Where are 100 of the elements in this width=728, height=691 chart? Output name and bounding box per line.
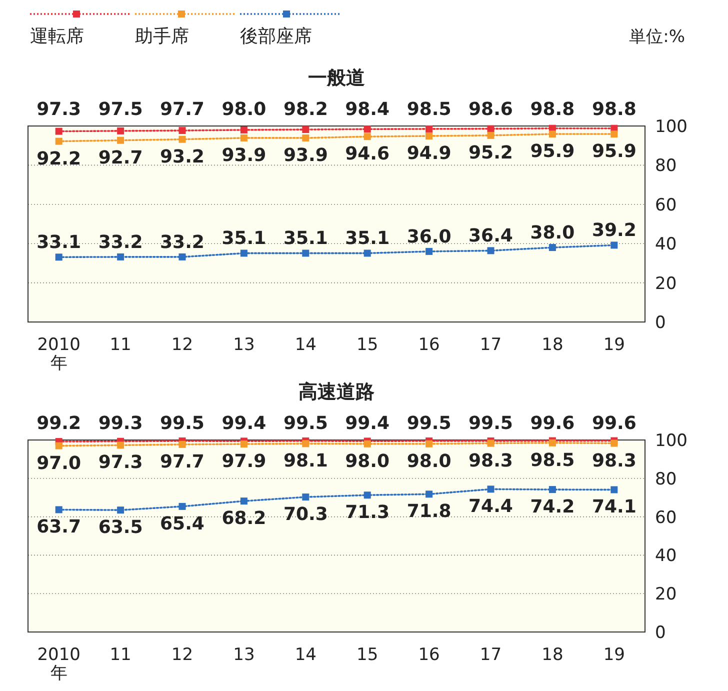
y-tick-label: 60 [655,195,677,216]
point [610,130,618,138]
data-label: 98.3 [468,450,513,472]
point [117,253,124,260]
data-label: 98.0 [406,450,452,472]
x-tick-label: 13 [233,335,255,355]
point [487,440,494,447]
point [487,125,494,132]
y-tick-label: 40 [655,234,677,255]
point [178,253,186,260]
text: 単位:% [629,27,685,47]
data-label: 99.2 [36,413,82,434]
y-tick-label: 100 [655,117,688,137]
chart-title: 一般道 [308,67,365,89]
data-label: 98.0 [222,99,266,120]
data-label: 98.0 [345,450,390,472]
point [302,494,310,501]
x-tick-label: 12 [171,645,194,665]
y-tick-label: 40 [655,546,677,566]
data-label: 98.1 [283,450,328,472]
y-tick-label: 80 [655,469,677,490]
data-label: 70.3 [283,504,328,526]
point [487,247,494,254]
point [178,136,186,143]
x-tick-label: 13 [233,645,255,665]
point [610,242,618,249]
data-label: 94.9 [406,142,452,164]
data-label: 65.4 [160,513,204,534]
data-label: 68.2 [222,508,266,530]
point [302,126,310,134]
point [178,502,186,510]
point [364,492,371,499]
data-label: 92.2 [36,148,82,170]
x-tick-label: 14 [294,645,316,665]
data-label: 35.1 [345,228,390,250]
data-label: 99.4 [222,413,266,434]
x-tick-label: 14 [294,335,316,355]
x-tick-label: 16 [418,645,440,665]
data-label: 95.9 [592,141,636,162]
data-label: 36.4 [468,226,513,247]
data-label: 99.6 [592,413,636,434]
point [240,126,248,134]
data-label: 36.0 [406,226,452,248]
data-label: 97.7 [160,99,204,120]
point [364,250,371,257]
data-label: 93.9 [283,144,328,166]
point [55,442,62,450]
point [426,132,433,140]
point [240,498,248,505]
data-label: 99.3 [98,413,143,434]
data-label: 98.5 [530,450,575,471]
legend-label: 助手席 [135,26,189,47]
data-label: 93.2 [160,146,204,168]
data-label: 97.0 [36,452,82,474]
data-label: 99.5 [468,413,513,434]
point [302,134,310,142]
point [240,250,248,257]
point [426,440,433,448]
point [302,250,310,257]
data-label: 74.2 [530,496,575,518]
data-label: 98.4 [345,99,390,120]
data-label: 95.2 [468,142,513,164]
legend-label: 後部座席 [240,26,312,47]
point [548,130,556,138]
chart-title: 高速道路 [298,381,374,403]
data-label: 98.8 [592,99,636,120]
point [302,440,310,448]
point [364,126,371,133]
point [426,125,433,132]
point [610,440,618,447]
data-label: 98.5 [406,99,452,120]
point [178,440,186,448]
point [426,248,433,255]
x-tick-label: 11 [110,335,132,355]
data-label: 35.1 [222,228,266,250]
x-tick-label: 12 [171,335,194,355]
data-label: 98.6 [468,99,513,120]
point [117,442,124,449]
y-tick-label: 80 [655,156,677,176]
x-tick-label: 11 [110,645,132,665]
point [364,133,371,140]
y-tick-label: 0 [655,313,666,333]
data-label: 33.1 [36,232,82,254]
point [548,244,556,252]
point [117,136,124,144]
data-label: 99.5 [160,413,204,434]
data-label: 71.8 [406,501,452,522]
x-tick-label: 19 [603,645,625,665]
x-tick-label: 15 [356,335,378,355]
point [548,486,556,494]
data-label: 99.5 [283,413,328,434]
data-label: 98.2 [283,99,328,120]
point [117,127,124,134]
point [610,486,618,494]
data-label: 93.9 [222,144,266,166]
point [55,506,62,514]
data-label: 99.4 [345,413,390,434]
data-label: 97.9 [222,451,266,472]
point [117,506,124,514]
point [364,440,371,448]
